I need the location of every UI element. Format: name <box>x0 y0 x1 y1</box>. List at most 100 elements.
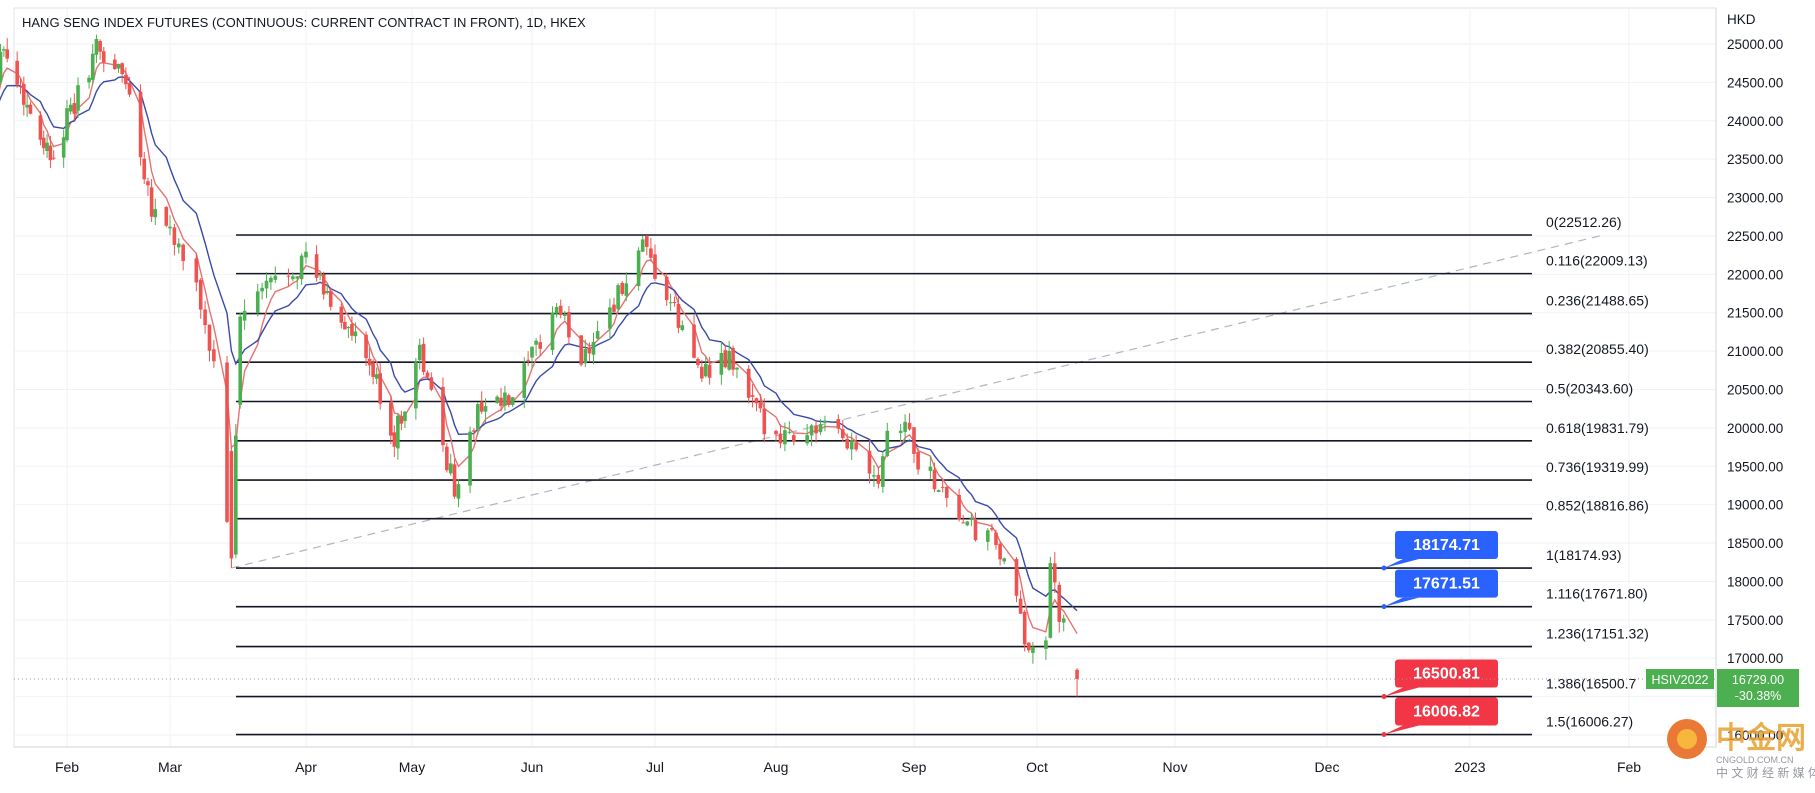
candle-body[interactable] <box>636 250 641 287</box>
candle-body[interactable] <box>452 464 457 497</box>
candle-body[interactable] <box>76 85 80 111</box>
candle-body[interactable] <box>994 532 998 546</box>
candle-body[interactable] <box>672 302 677 304</box>
candle-body[interactable] <box>676 303 681 328</box>
candle-body[interactable] <box>229 450 234 559</box>
candle-body[interactable] <box>417 344 422 361</box>
candle-body[interactable] <box>149 187 154 217</box>
candle-body[interactable] <box>912 427 916 454</box>
candle-body[interactable] <box>719 353 724 375</box>
candle-body[interactable] <box>668 302 673 304</box>
candle-body[interactable] <box>68 104 73 112</box>
candle-body[interactable] <box>314 254 319 278</box>
candle-body[interactable] <box>823 420 827 423</box>
candle-body[interactable] <box>624 283 629 296</box>
candle-body[interactable] <box>814 425 818 434</box>
candle-body[interactable] <box>1044 640 1048 649</box>
candle-body[interactable] <box>731 347 735 370</box>
candle-body[interactable] <box>707 364 712 378</box>
candle-body[interactable] <box>295 276 300 279</box>
candle-body[interactable] <box>973 519 978 541</box>
candle-body[interactable] <box>563 313 567 316</box>
candle-body[interactable] <box>522 363 527 398</box>
candle-body[interactable] <box>392 432 397 447</box>
candle-body[interactable] <box>696 358 700 366</box>
candle-body[interactable] <box>87 77 91 83</box>
candle-body[interactable] <box>51 157 56 159</box>
candle-body[interactable] <box>242 310 247 321</box>
candle-body[interactable] <box>18 86 23 88</box>
candle-body[interactable] <box>849 440 854 450</box>
candle-body[interactable] <box>506 395 511 405</box>
candle-body[interactable] <box>48 145 53 161</box>
candle-body[interactable] <box>787 431 792 433</box>
candle-body[interactable] <box>998 543 1002 560</box>
candle-body[interactable] <box>645 236 649 247</box>
candle-body[interactable] <box>5 49 9 59</box>
candle-body[interactable] <box>1057 584 1062 622</box>
candle-body[interactable] <box>399 416 404 424</box>
candle-body[interactable] <box>969 517 974 519</box>
candle-body[interactable] <box>936 490 941 492</box>
candle-body[interactable] <box>664 276 669 301</box>
candle-body[interactable] <box>168 226 172 229</box>
candle-body[interactable] <box>142 158 147 180</box>
candle-body[interactable] <box>534 340 538 345</box>
candle-body[interactable] <box>680 325 685 331</box>
candle-body[interactable] <box>945 486 949 498</box>
candle-body[interactable] <box>116 63 121 69</box>
candle-body[interactable] <box>364 334 368 359</box>
candle-body[interactable] <box>41 137 46 149</box>
candle-body[interactable] <box>483 406 488 412</box>
candle-body[interactable] <box>928 466 933 471</box>
price-callout[interactable]: 18174.71 <box>1381 531 1499 571</box>
candle-body[interactable] <box>990 528 994 530</box>
candle-body[interactable] <box>558 305 563 316</box>
candle-body[interactable] <box>1018 598 1023 614</box>
candle-body[interactable] <box>127 82 132 95</box>
candle-body[interactable] <box>234 435 238 555</box>
candle-body[interactable] <box>124 75 128 85</box>
candle-body[interactable] <box>343 321 347 330</box>
candle-body[interactable] <box>620 282 624 295</box>
candle-body[interactable] <box>762 408 767 435</box>
candle-body[interactable] <box>932 469 937 490</box>
candle-body[interactable] <box>872 475 876 477</box>
candle-body[interactable] <box>735 367 739 370</box>
candle-body[interactable] <box>700 366 704 379</box>
candle-body[interactable] <box>616 285 620 310</box>
candle-body[interactable] <box>120 63 124 75</box>
candle-body[interactable] <box>225 362 229 522</box>
candle-body[interactable] <box>468 431 472 486</box>
candle-body[interactable] <box>903 421 907 432</box>
candle-body[interactable] <box>758 402 763 409</box>
candle-body[interactable] <box>378 373 382 404</box>
price-callouts[interactable]: 18174.71 17671.51 16500.81 16006.82 <box>1381 531 1499 737</box>
candle-body[interactable] <box>854 442 858 450</box>
candle-body[interactable] <box>273 275 278 280</box>
candle-body[interactable] <box>805 435 809 444</box>
candle-body[interactable] <box>876 474 881 484</box>
candle-body[interactable] <box>916 451 920 470</box>
candle-body[interactable] <box>101 51 106 63</box>
candle-body[interactable] <box>2 49 6 51</box>
candle-body[interactable] <box>567 311 571 338</box>
candle-body[interactable] <box>429 377 434 390</box>
candle-body[interactable] <box>809 425 814 436</box>
candlesticks[interactable] <box>0 34 1079 697</box>
candle-body[interactable] <box>692 324 696 358</box>
candle-body[interactable] <box>425 372 430 377</box>
candle-body[interactable] <box>61 137 66 158</box>
candle-body[interactable] <box>255 291 260 313</box>
candle-body[interactable] <box>723 350 728 368</box>
price-callout[interactable]: 16500.81 <box>1381 659 1499 700</box>
candle-body[interactable] <box>587 347 592 354</box>
candle-body[interactable] <box>445 446 449 471</box>
candle-body[interactable] <box>640 239 645 252</box>
candle-body[interactable] <box>503 392 507 406</box>
candle-body[interactable] <box>940 486 945 488</box>
candle-body[interactable] <box>98 41 102 52</box>
candle-body[interactable] <box>476 404 480 430</box>
candle-body[interactable] <box>176 243 181 248</box>
